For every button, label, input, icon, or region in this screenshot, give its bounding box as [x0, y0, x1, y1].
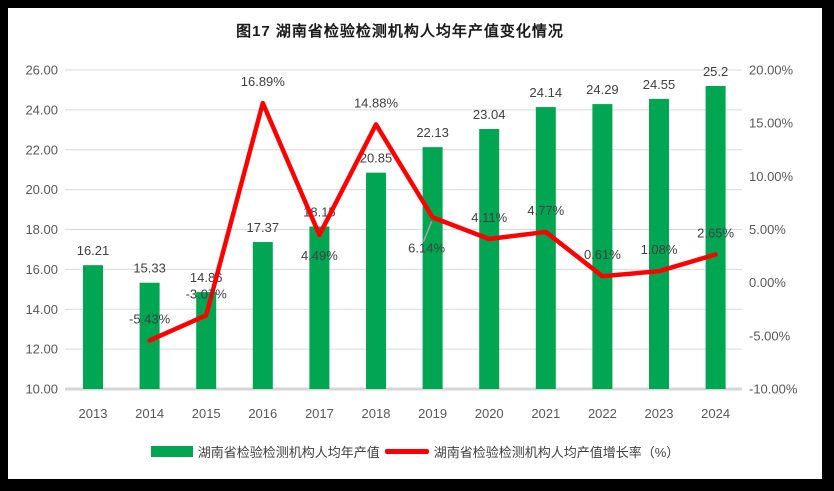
x-axis-label: 2022	[588, 406, 617, 421]
chart-canvas: 26.00 24.00 22.00 20.00 18.00 16.00 14.00 12.00…	[25, 63, 798, 422]
bar-value-label: 24.14	[530, 85, 563, 100]
gridlines	[65, 69, 742, 391]
bar-value-label: 23.04	[473, 107, 506, 122]
x-axis-label: 2020	[475, 406, 504, 421]
line-series-swatch-icon	[384, 449, 429, 454]
left-axis-tick-label: 12.00	[25, 342, 58, 357]
x-axis-label: 2024	[701, 406, 730, 421]
bar	[592, 104, 613, 389]
legend-item-growth-rate: 湖南省检验检测机构人均产值增长率（%）	[384, 442, 680, 461]
growth-rate-label: 4.49%	[301, 248, 338, 263]
legend-label-output-value: 湖南省检验检测机构人均年产值	[197, 445, 380, 460]
growth-rate-label: 4.11%	[471, 210, 507, 225]
bar-value-label: 25.2	[703, 64, 728, 79]
bar	[649, 98, 669, 390]
x-axis-label: 2023	[645, 406, 674, 421]
bar	[309, 226, 330, 389]
chart-title: 图17 湖南省检验检测机构人均年产值变化情况	[236, 23, 564, 40]
right-axis-tick-label: 10.00%	[749, 169, 794, 184]
x-axis-label: 2016	[248, 406, 277, 421]
right-axis-ticks: 20.00% 15.00% 10.00% 5.00% 0.00% -5.00% -10.00…	[749, 63, 798, 397]
bars-series	[83, 85, 726, 390]
growth-line-series	[147, 100, 718, 343]
bar-value-label: 20.85	[360, 151, 393, 166]
bar-data-labels: 16.2115.3314.8617.3718.1520.8522.1323.04…	[77, 64, 729, 285]
bar	[139, 282, 160, 389]
legend-label-growth-rate: 湖南省检验检测机构人均产值增长率（%）	[433, 445, 680, 460]
left-axis-tick-label: 22.00	[25, 142, 58, 157]
bar-value-label: 24.29	[586, 82, 619, 97]
chart-legend: 湖南省检验检测机构人均年产值 湖南省检验检测机构人均产值增长率（%）	[8, 442, 822, 461]
right-axis-tick-label: -5.00%	[749, 328, 791, 343]
growth-rate-label: 0.61%	[584, 247, 621, 262]
growth-rate-label: 14.88%	[354, 95, 399, 110]
growth-rate-label: -5.43%	[129, 311, 171, 326]
left-axis-tick-label: 26.00	[25, 63, 58, 78]
x-axis-label: 2017	[305, 406, 334, 421]
growth-rate-label: 4.77%	[527, 203, 564, 218]
left-axis-tick-label: 18.00	[25, 222, 58, 237]
bar-value-label: 17.37	[247, 220, 280, 235]
left-axis-ticks: 26.00 24.00 22.00 20.00 18.00 16.00 14.00 12.00…	[25, 63, 58, 397]
growth-rate-label: 1.08%	[641, 242, 678, 257]
right-axis-tick-label: 0.00%	[749, 275, 786, 290]
left-axis-tick-label: 10.00	[25, 382, 58, 397]
growth-line	[147, 100, 718, 343]
x-axis-label: 2018	[362, 406, 391, 421]
line-data-labels: -5.43% -3.07% 16.89% 4.49% 14.88% 6.14% 4.11% 4…	[129, 74, 734, 326]
chart-area: 图17 湖南省检验检测机构人均年产值变化情况 26.00 24.00 22.00 20…	[8, 8, 822, 479]
right-axis-tick-label: 20.00%	[749, 63, 794, 78]
right-axis-tick-label: 5.00%	[749, 222, 786, 237]
bar-value-label: 15.33	[133, 261, 166, 276]
growth-rate-label: 6.14%	[408, 240, 445, 255]
growth-rate-label: -3.07%	[186, 286, 228, 301]
right-axis-tick-label: -10.00%	[749, 382, 798, 397]
bar	[422, 147, 443, 389]
left-axis-tick-label: 14.00	[25, 302, 58, 317]
left-axis-tick-label: 20.00	[25, 182, 58, 197]
bar	[83, 265, 103, 389]
growth-rate-label: 2.65%	[697, 225, 734, 240]
right-axis-tick-label: 15.00%	[749, 116, 794, 131]
label-leader-line	[422, 221, 433, 242]
bar	[705, 85, 726, 389]
bar	[366, 172, 386, 389]
x-axis-label: 2019	[418, 406, 447, 421]
x-axis-label: 2015	[192, 406, 221, 421]
bar-value-label: 22.13	[416, 125, 449, 140]
left-axis-tick-label: 24.00	[25, 102, 58, 117]
bar-value-label: 24.55	[643, 77, 676, 92]
bar-value-label: 16.21	[77, 243, 110, 258]
left-axis-tick-label: 16.00	[25, 262, 58, 277]
x-axis-label: 2014	[135, 406, 164, 421]
bar	[252, 242, 273, 389]
legend-item-output-value: 湖南省检验检测机构人均年产值	[150, 442, 380, 461]
bar-series-swatch-icon	[150, 446, 193, 457]
x-axis-label: 2013	[79, 406, 108, 421]
growth-rate-label: 16.89%	[241, 74, 286, 89]
bar	[479, 129, 500, 389]
x-axis-labels: 2013 2014 2015 2016 2017 2018 2019 2020 2021 2022…	[79, 406, 731, 421]
bar	[535, 107, 556, 390]
x-axis-label: 2021	[531, 406, 560, 421]
